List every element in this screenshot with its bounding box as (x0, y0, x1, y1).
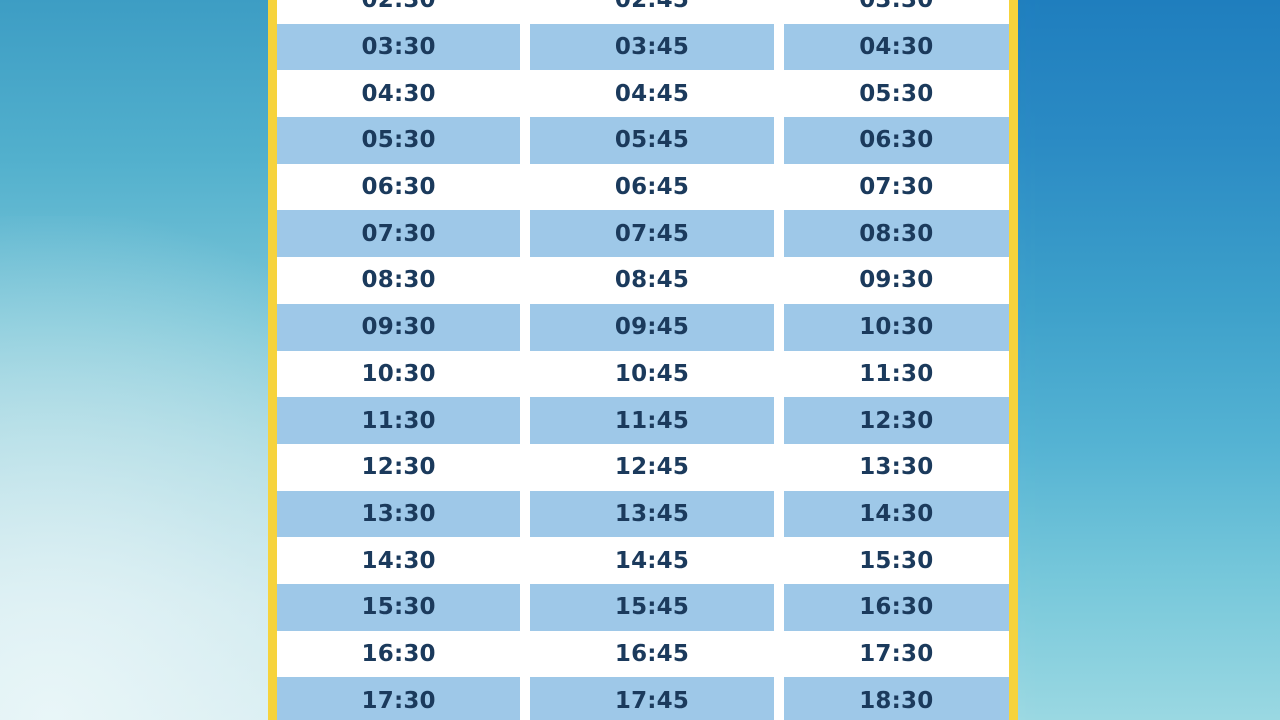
column-separator (773, 677, 784, 720)
column-separator (520, 490, 531, 538)
time-cell[interactable]: 11:45 (530, 397, 774, 444)
time-cell[interactable]: 07:30 (783, 163, 1009, 211)
table-row[interactable]: 06:30 06:45 07:30 (277, 163, 1009, 211)
time-cell[interactable]: 14:30 (277, 537, 521, 584)
table-row[interactable]: 10:30 10:45 11:30 (277, 350, 1009, 398)
time-cell[interactable]: 17:30 (783, 630, 1009, 678)
column-separator (773, 70, 784, 118)
column-separator (520, 303, 531, 351)
column-separator (773, 257, 784, 304)
time-cell[interactable]: 06:45 (530, 163, 774, 211)
column-separator (773, 117, 784, 164)
time-cell[interactable]: 02:30 (277, 0, 521, 24)
time-cell[interactable]: 03:30 (277, 23, 521, 71)
time-cell[interactable]: 06:30 (277, 163, 521, 211)
table-row[interactable]: 09:30 09:45 10:30 (277, 303, 1009, 351)
column-separator (520, 397, 531, 444)
time-cell[interactable]: 05:45 (530, 117, 774, 164)
time-cell[interactable]: 18:30 (783, 677, 1009, 720)
table-row[interactable]: 11:30 11:45 12:30 (277, 397, 1009, 444)
time-cell[interactable]: 06:30 (783, 117, 1009, 164)
time-cell[interactable]: 09:45 (530, 303, 774, 351)
column-separator (520, 163, 531, 211)
time-cell[interactable]: 07:30 (277, 210, 521, 258)
column-separator (773, 443, 784, 491)
table-row[interactable]: 16:30 16:45 17:30 (277, 630, 1009, 678)
time-cell[interactable]: 10:30 (277, 350, 521, 398)
column-separator (520, 70, 531, 118)
column-separator (773, 0, 784, 24)
column-separator (773, 490, 784, 538)
time-cell[interactable]: 04:30 (277, 70, 521, 118)
time-cell[interactable]: 09:30 (783, 257, 1009, 304)
time-cell[interactable]: 16:45 (530, 630, 774, 678)
time-cell[interactable]: 08:30 (277, 257, 521, 304)
column-separator (773, 303, 784, 351)
table-row[interactable]: 04:30 04:45 05:30 (277, 70, 1009, 118)
table-row[interactable]: 14:30 14:45 15:30 (277, 537, 1009, 584)
column-separator (520, 537, 531, 584)
column-separator (773, 163, 784, 211)
schedule-panel: 02:30 02:45 03:30 03:30 03:45 04:30 04:30 04:45… (268, 0, 1018, 720)
time-cell[interactable]: 13:30 (277, 490, 521, 538)
time-cell[interactable]: 08:45 (530, 257, 774, 304)
column-separator (520, 23, 531, 71)
column-separator (520, 443, 531, 491)
time-cell[interactable]: 17:30 (277, 677, 521, 720)
table-row[interactable]: 07:30 07:45 08:30 (277, 210, 1009, 258)
time-cell[interactable]: 11:30 (783, 350, 1009, 398)
time-cell[interactable]: 04:30 (783, 23, 1009, 71)
time-cell[interactable]: 15:30 (277, 583, 521, 631)
time-cell[interactable]: 13:45 (530, 490, 774, 538)
time-cell[interactable]: 09:30 (277, 303, 521, 351)
time-cell[interactable]: 04:45 (530, 70, 774, 118)
table-row[interactable]: 13:30 13:45 14:30 (277, 490, 1009, 538)
time-cell[interactable]: 10:45 (530, 350, 774, 398)
time-cell[interactable]: 15:45 (530, 583, 774, 631)
time-cell[interactable]: 11:30 (277, 397, 521, 444)
time-cell[interactable]: 08:30 (783, 210, 1009, 258)
column-separator (520, 257, 531, 304)
schedule-rows[interactable]: 02:30 02:45 03:30 03:30 03:45 04:30 04:30 04:45… (277, 0, 1009, 720)
table-row[interactable]: 15:30 15:45 16:30 (277, 583, 1009, 631)
table-row[interactable]: 08:30 08:45 09:30 (277, 257, 1009, 304)
column-separator (520, 210, 531, 258)
column-separator (773, 350, 784, 398)
table-row[interactable]: 12:30 12:45 13:30 (277, 443, 1009, 491)
time-cell[interactable]: 05:30 (277, 117, 521, 164)
time-cell[interactable]: 12:30 (277, 443, 521, 491)
column-separator (773, 397, 784, 444)
column-separator (520, 350, 531, 398)
column-separator (773, 23, 784, 71)
column-separator (520, 117, 531, 164)
time-cell[interactable]: 13:30 (783, 443, 1009, 491)
table-row[interactable]: 17:30 17:45 18:30 (277, 677, 1009, 720)
time-cell[interactable]: 05:30 (783, 70, 1009, 118)
time-cell[interactable]: 16:30 (277, 630, 521, 678)
time-cell[interactable]: 12:45 (530, 443, 774, 491)
column-separator (773, 583, 784, 631)
table-row[interactable]: 05:30 05:45 06:30 (277, 117, 1009, 164)
column-separator (773, 630, 784, 678)
time-cell[interactable]: 02:45 (530, 0, 774, 24)
time-cell[interactable]: 07:45 (530, 210, 774, 258)
time-cell[interactable]: 03:45 (530, 23, 774, 71)
time-cell[interactable]: 16:30 (783, 583, 1009, 631)
time-cell[interactable]: 12:30 (783, 397, 1009, 444)
time-cell[interactable]: 10:30 (783, 303, 1009, 351)
time-cell[interactable]: 15:30 (783, 537, 1009, 584)
time-cell[interactable]: 14:45 (530, 537, 774, 584)
time-cell[interactable]: 14:30 (783, 490, 1009, 538)
time-cell[interactable]: 03:30 (783, 0, 1009, 24)
table-row[interactable]: 03:30 03:45 04:30 (277, 23, 1009, 71)
column-separator (520, 630, 531, 678)
column-separator (773, 210, 784, 258)
column-separator (520, 677, 531, 720)
column-separator (520, 0, 531, 24)
column-separator (773, 537, 784, 584)
table-row[interactable]: 02:30 02:45 03:30 (277, 0, 1009, 24)
time-cell[interactable]: 17:45 (530, 677, 774, 720)
column-separator (520, 583, 531, 631)
